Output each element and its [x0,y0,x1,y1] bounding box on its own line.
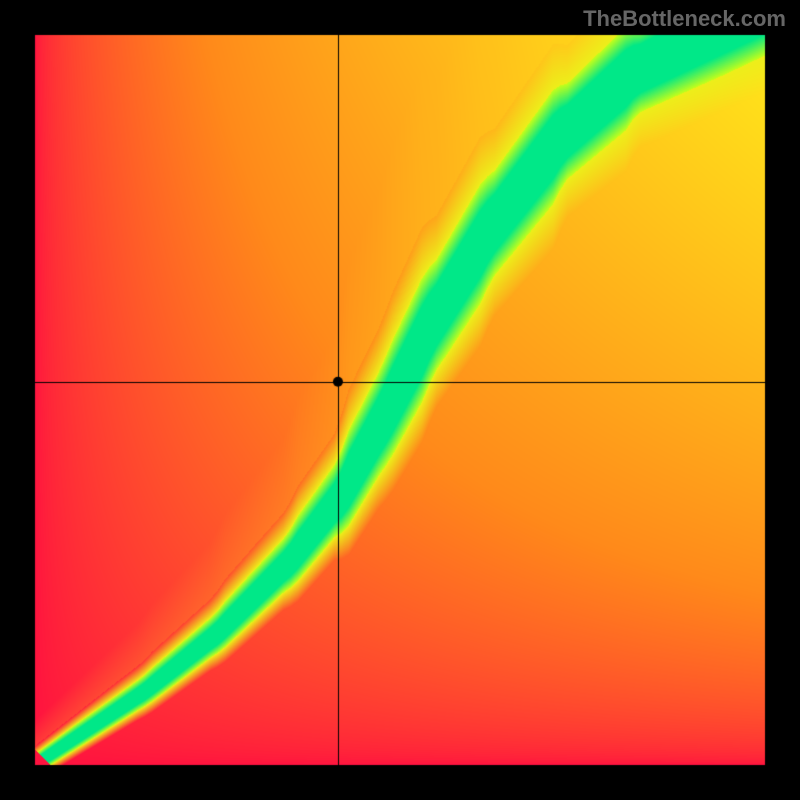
watermark-text: TheBottleneck.com [583,6,786,32]
chart-container: TheBottleneck.com [0,0,800,800]
heatmap-canvas [0,0,800,800]
